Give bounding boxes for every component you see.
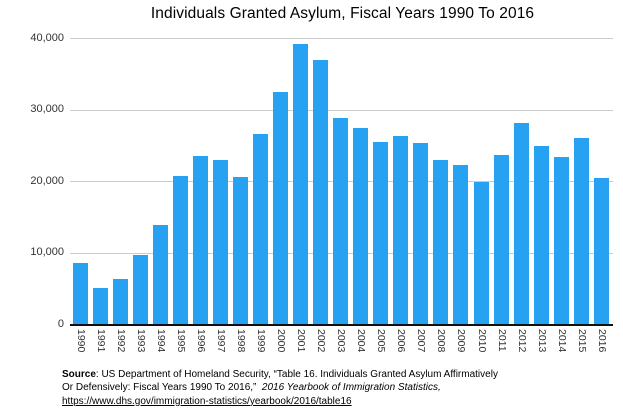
bar-2008 bbox=[433, 159, 449, 324]
bar-1997 bbox=[212, 160, 228, 324]
y-tick-label-10,000: 10,000 bbox=[30, 246, 64, 258]
x-tick-label-1996: 1996 bbox=[194, 329, 207, 353]
x-tick-label-2012: 2012 bbox=[515, 329, 528, 353]
x-tick-label-2005: 2005 bbox=[375, 329, 388, 353]
source-label: Source bbox=[62, 369, 96, 380]
bar-1994 bbox=[152, 225, 168, 324]
bar-1999 bbox=[252, 133, 268, 324]
x-tick-label-1994: 1994 bbox=[154, 329, 167, 353]
x-tick-label-2016: 2016 bbox=[595, 329, 608, 353]
bar-2004 bbox=[353, 128, 369, 324]
source-line-1: Source: US Department of Homeland Securi… bbox=[62, 368, 498, 381]
x-tick-label-2011: 2011 bbox=[495, 329, 508, 352]
source-citation-italic: 2016 Yearbook of Immigration Statistics, bbox=[261, 382, 441, 394]
bar-2001 bbox=[293, 43, 309, 324]
bar-1990 bbox=[72, 263, 88, 324]
bar-2011 bbox=[493, 155, 509, 324]
x-tick-label-2001: 2001 bbox=[295, 329, 308, 353]
x-tick-label-2010: 2010 bbox=[475, 329, 488, 353]
bar-2003 bbox=[333, 118, 349, 324]
bar-2000 bbox=[273, 91, 288, 324]
bar-2015 bbox=[573, 138, 589, 324]
x-tick-label-2006: 2006 bbox=[395, 329, 408, 353]
x-tick-label-2004: 2004 bbox=[355, 329, 368, 353]
source-note: Source: US Department of Homeland Securi… bbox=[62, 368, 498, 408]
source-line-3: https://www.dhs.gov/immigration-statisti… bbox=[62, 395, 498, 408]
x-tick-label-2015: 2015 bbox=[575, 329, 588, 353]
source-line-2: Or Defensively: Fiscal Years 1990 To 201… bbox=[62, 381, 498, 394]
bar-2005 bbox=[373, 142, 389, 324]
y-tick-label-0: 0 bbox=[57, 317, 64, 330]
bar-1996 bbox=[192, 155, 208, 324]
bar-2012 bbox=[513, 123, 529, 324]
bar-2013 bbox=[533, 145, 549, 324]
bar-2014 bbox=[553, 157, 569, 324]
bar-1992 bbox=[112, 278, 128, 324]
bar-1998 bbox=[232, 177, 248, 324]
x-tick-label-2007: 2007 bbox=[415, 329, 428, 353]
x-tick-label-1995: 1995 bbox=[174, 329, 187, 353]
x-tick-label-2008: 2008 bbox=[435, 329, 448, 353]
source-line2-text: Or Defensively: Fiscal Years 1990 To 201… bbox=[62, 382, 262, 394]
x-tick-label-1990: 1990 bbox=[74, 329, 87, 353]
bar-1991 bbox=[92, 288, 108, 324]
gridline-40,000 bbox=[70, 38, 613, 39]
bar-2007 bbox=[413, 143, 429, 324]
x-tick-label-1993: 1993 bbox=[134, 329, 147, 353]
source-line1-text: : US Department of Homeland Security, “T… bbox=[95, 369, 498, 380]
x-tick-label-2009: 2009 bbox=[455, 329, 468, 353]
x-tick-label-2014: 2014 bbox=[555, 329, 568, 353]
bar-1993 bbox=[132, 255, 148, 324]
x-tick-label-1999: 1999 bbox=[254, 329, 267, 353]
x-tick-label-1997: 1997 bbox=[214, 329, 227, 353]
bar-2006 bbox=[393, 135, 409, 324]
y-tick-label-20,000: 20,000 bbox=[30, 174, 64, 187]
x-tick-label-1992: 1992 bbox=[114, 329, 127, 353]
x-axis-line bbox=[70, 324, 613, 326]
x-tick-label-1998: 1998 bbox=[234, 329, 247, 353]
bar-2016 bbox=[593, 178, 609, 324]
x-tick-label-1991: 1991 bbox=[94, 329, 107, 353]
y-tick-label-40,000: 40,000 bbox=[30, 31, 64, 44]
source-link[interactable]: https://www.dhs.gov/immigration-statisti… bbox=[62, 395, 352, 407]
x-tick-label-2000: 2000 bbox=[275, 329, 287, 353]
bar-2010 bbox=[473, 182, 489, 324]
bar-2009 bbox=[453, 165, 469, 324]
bar-1995 bbox=[172, 175, 188, 324]
bar-2002 bbox=[313, 60, 329, 324]
chart-title: Individuals Granted Asylum, Fiscal Years… bbox=[150, 5, 535, 22]
x-tick-label-2003: 2003 bbox=[335, 329, 348, 353]
x-tick-label-2013: 2013 bbox=[535, 329, 548, 353]
gridline-30,000 bbox=[70, 109, 613, 111]
x-tick-label-2002: 2002 bbox=[315, 329, 328, 353]
y-tick-label-30,000: 30,000 bbox=[30, 103, 64, 115]
